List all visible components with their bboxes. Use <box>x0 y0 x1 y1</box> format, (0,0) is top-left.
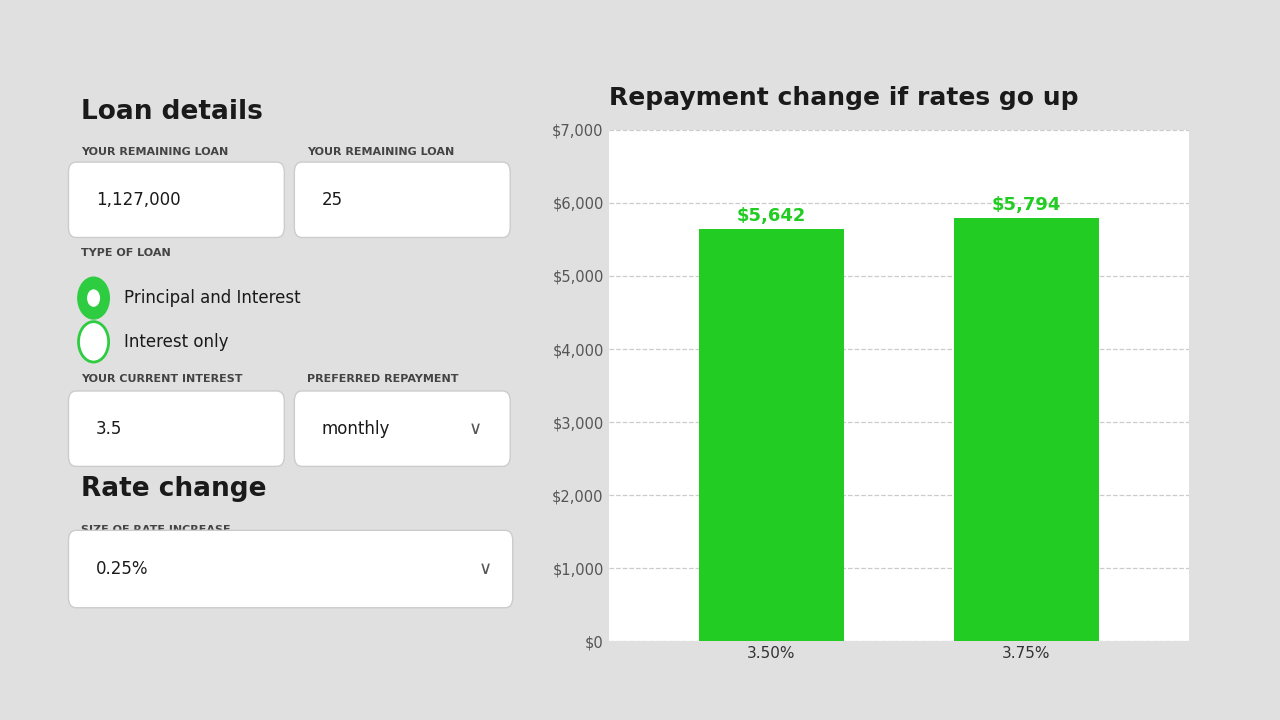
Text: Interest only: Interest only <box>124 333 228 351</box>
FancyBboxPatch shape <box>68 391 284 467</box>
FancyBboxPatch shape <box>68 162 284 238</box>
Text: monthly: monthly <box>323 420 390 438</box>
Text: 25: 25 <box>323 191 343 209</box>
Text: ∨: ∨ <box>468 420 481 438</box>
Bar <box>699 229 844 642</box>
Text: Rate change: Rate change <box>81 477 266 503</box>
Text: PREFERRED REPAYMENT: PREFERRED REPAYMENT <box>307 374 458 384</box>
Text: SIZE OF RATE INCREASE: SIZE OF RATE INCREASE <box>81 525 230 535</box>
Circle shape <box>78 278 109 318</box>
Text: YOUR REMAINING LOAN: YOUR REMAINING LOAN <box>81 147 228 157</box>
Text: FREQUENCY: FREQUENCY <box>307 391 381 401</box>
Text: 0.25%: 0.25% <box>96 560 148 578</box>
Bar <box>954 218 1100 642</box>
Text: AMOUNT ($): AMOUNT ($) <box>81 163 157 174</box>
Text: RATE (% P.A.): RATE (% P.A.) <box>81 391 165 401</box>
Text: $5,642: $5,642 <box>736 207 805 225</box>
Text: 1,127,000: 1,127,000 <box>96 191 180 209</box>
Text: $5,794: $5,794 <box>992 196 1061 214</box>
Text: Principal and Interest: Principal and Interest <box>124 289 301 307</box>
Text: YOUR CURRENT INTEREST: YOUR CURRENT INTEREST <box>81 374 242 384</box>
Circle shape <box>87 289 100 307</box>
Text: 3.5: 3.5 <box>96 420 123 438</box>
Text: ∨: ∨ <box>479 560 492 578</box>
Text: YOUR REMAINING LOAN: YOUR REMAINING LOAN <box>307 147 454 157</box>
Text: Loan details: Loan details <box>81 99 262 125</box>
Circle shape <box>78 322 109 362</box>
FancyBboxPatch shape <box>294 391 511 467</box>
Text: TYPE OF LOAN: TYPE OF LOAN <box>81 248 170 258</box>
FancyBboxPatch shape <box>294 162 511 238</box>
Text: Repayment change if rates go up: Repayment change if rates go up <box>608 86 1078 110</box>
FancyBboxPatch shape <box>68 531 513 608</box>
Text: TERM (YEARS): TERM (YEARS) <box>307 163 397 174</box>
